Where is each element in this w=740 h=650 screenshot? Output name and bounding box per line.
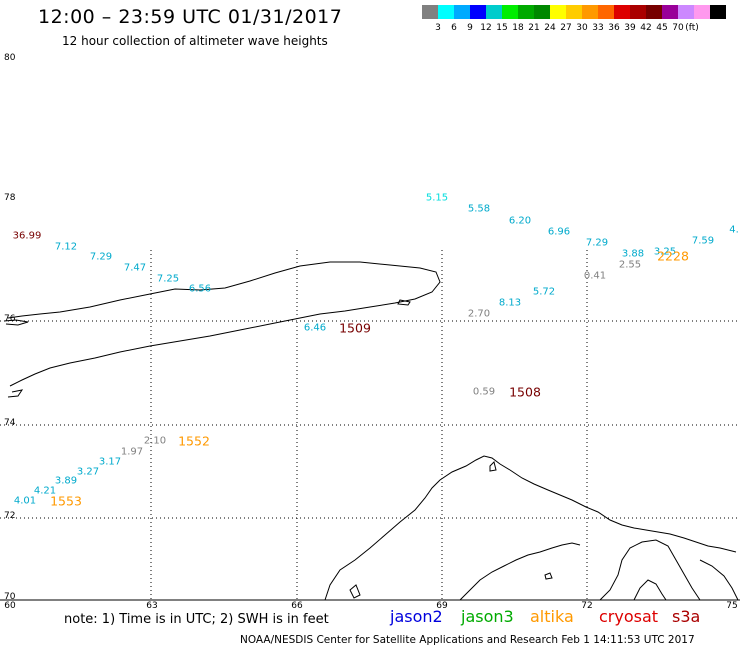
legend-label: 30 (576, 23, 588, 33)
satellite-name: cryosat (599, 607, 659, 626)
map-title: 12:00 – 23:59 UTC 01/31/2017 (38, 6, 343, 28)
wave-height-value: 2.10 (143, 435, 167, 447)
wave-height-value: 7.59 (691, 235, 715, 247)
wave-height-value: 5.58 (467, 203, 491, 215)
wave-height-value: 2.55 (618, 259, 642, 271)
legend-label: 21 (528, 23, 540, 33)
map-subtitle: 12 hour collection of altimeter wave hei… (62, 34, 328, 48)
legend-label: 42 (640, 23, 652, 33)
wave-height-value: 36.99 (12, 230, 42, 242)
satellite-name: jason2 (390, 607, 443, 626)
legend-swatch (422, 5, 438, 19)
pass-time-label: 1509 (339, 320, 371, 336)
wave-height-value: 0.59 (472, 386, 496, 398)
legend-swatch (598, 5, 614, 19)
note-text: note: 1) Time is in UTC; 2) SWH is in fe… (64, 612, 329, 627)
wave-height-value: 6.56 (188, 283, 212, 295)
lat-label: 76 (4, 314, 16, 324)
wave-height-value: 4.21 (33, 485, 57, 497)
legend-label: 15 (496, 23, 508, 33)
wave-height-value: 3.27 (76, 466, 100, 478)
lat-label: 74 (4, 418, 16, 428)
legend-label: 33 (592, 23, 604, 33)
wave-height-value: 0.41 (583, 270, 607, 282)
legend-swatch (438, 5, 454, 19)
lat-label: 80 (4, 53, 16, 63)
legend-swatch (614, 5, 630, 19)
wave-height-value: 3.17 (98, 456, 122, 468)
legend-swatch (710, 5, 726, 19)
lon-label: 72 (581, 601, 593, 611)
pass-time-label: 2228 (657, 248, 689, 264)
legend-label: 70 (672, 23, 684, 33)
wave-height-value: 5.72 (532, 286, 556, 298)
legend-label: 9 (467, 23, 473, 33)
legend-unit: (ft) (685, 23, 699, 33)
legend-swatch (518, 5, 534, 19)
wave-height-value: 2.70 (467, 308, 491, 320)
legend-swatch (502, 5, 518, 19)
legend-swatch (566, 5, 582, 19)
wave-height-value: 6.46 (303, 322, 327, 334)
legend-label: 3 (435, 23, 441, 33)
wave-height-value: 3.25 (653, 246, 677, 258)
graticule (0, 250, 740, 600)
lon-label: 60 (4, 601, 16, 611)
legend-swatch (582, 5, 598, 19)
pass-time-label: 1508 (509, 384, 541, 400)
legend-swatch (630, 5, 646, 19)
legend-label: 6 (451, 23, 457, 33)
legend-swatch (550, 5, 566, 19)
wave-height-value: 7.29 (585, 237, 609, 249)
wave-height-value: 5.15 (425, 192, 449, 204)
satellite-name: s3a (672, 607, 701, 626)
satellite-name: jason3 (461, 607, 514, 626)
wave-height-value: 7.12 (54, 241, 78, 253)
legend-swatch (694, 5, 710, 19)
legend-swatch (470, 5, 486, 19)
legend-label: 18 (512, 23, 524, 33)
legend-label: 27 (560, 23, 572, 33)
wave-height-value: 6.96 (547, 226, 571, 238)
pass-time-label: 1552 (178, 433, 210, 449)
wave-height-value: 4. (729, 224, 739, 236)
legend-swatch (646, 5, 662, 19)
wave-height-value: 3.89 (54, 475, 78, 487)
legend-label: 39 (624, 23, 636, 33)
wave-height-value: 7.29 (89, 251, 113, 263)
lat-label: 78 (4, 193, 16, 203)
wave-height-value: 1.97 (120, 446, 144, 458)
wave-height-value: 6.20 (508, 215, 532, 227)
legend-label: 24 (544, 23, 556, 33)
lon-label: 66 (291, 601, 303, 611)
wave-height-value: 4.01 (13, 495, 37, 507)
legend-swatch (662, 5, 678, 19)
lon-label: 75 (726, 601, 738, 611)
satellite-name: altika (530, 607, 574, 626)
wave-height-value: 7.47 (123, 262, 147, 274)
legend-label: 45 (656, 23, 668, 33)
legend-swatch (454, 5, 470, 19)
legend-label: 12 (480, 23, 492, 33)
lat-label: 72 (4, 511, 16, 521)
legend-label: 36 (608, 23, 620, 33)
legend-swatch (534, 5, 550, 19)
wave-height-value: 8.13 (498, 297, 522, 309)
footer-credit: NOAA/NESDIS Center for Satellite Applica… (240, 634, 695, 646)
coastline (3, 261, 739, 601)
lon-label: 69 (436, 601, 448, 611)
wave-height-value: 3.88 (621, 248, 645, 260)
legend-swatch (678, 5, 694, 19)
lat-label: 70 (4, 592, 16, 602)
pass-time-label: 1553 (50, 493, 82, 509)
lon-label: 63 (146, 601, 158, 611)
legend-swatch (486, 5, 502, 19)
wave-height-value: 7.25 (156, 273, 180, 285)
